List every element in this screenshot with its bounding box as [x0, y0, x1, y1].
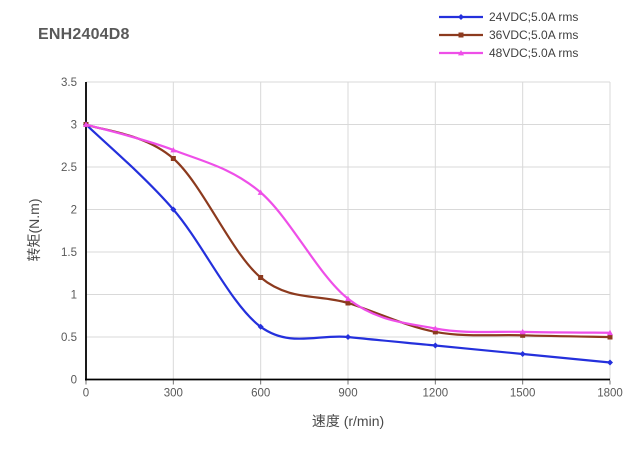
series-marker-2 — [170, 147, 177, 153]
legend-label-24vdc: 24VDC;5.0A rms — [489, 10, 579, 24]
series-marker-0 — [519, 351, 526, 357]
x-tick-label: 300 — [164, 388, 183, 400]
series-marker-2 — [519, 328, 526, 335]
x-tick-label: 0 — [83, 388, 89, 400]
legend-item-36vdc: 36VDC;5.0A rms — [438, 26, 578, 44]
legend-swatch-marker — [458, 32, 464, 38]
series-marker-1 — [258, 275, 264, 280]
y-tick-label: 2 — [71, 205, 77, 217]
legend: 24VDC;5.0A rms 36VDC;5.0A rms 48VDC;5.0A… — [438, 8, 578, 62]
x-tick-label: 1800 — [597, 388, 623, 400]
series-marker-2 — [257, 189, 264, 195]
legend-line-swatch-48vdc — [439, 50, 483, 56]
x-axis-title: 速度 (r/min) — [311, 413, 385, 429]
series-marker-2 — [345, 295, 351, 302]
series-marker-1 — [520, 332, 526, 338]
chart-title: ENH2404D8 — [38, 26, 130, 43]
legend-item-48vdc: 48VDC;5.0A rms — [438, 44, 578, 62]
series-marker-2 — [83, 121, 89, 127]
legend-swatch-marker — [458, 50, 464, 56]
y-tick-label: 2.5 — [61, 162, 77, 174]
series-marker-0 — [170, 206, 177, 213]
series-marker-1 — [170, 156, 176, 161]
legend-line-swatch-36vdc — [439, 32, 483, 38]
legend-swatch-marker — [458, 14, 464, 20]
series-marker-0 — [607, 359, 613, 366]
y-tick-label: 1 — [71, 290, 77, 302]
y-tick-label: 3.5 — [61, 77, 77, 89]
series-marker-0 — [345, 334, 351, 340]
y-tick-label: 1.5 — [61, 247, 77, 259]
series-marker-2 — [607, 329, 613, 336]
series-marker-2 — [432, 325, 439, 331]
legend-item-24vdc: 24VDC;5.0A rms — [438, 8, 578, 26]
series-marker-1 — [607, 334, 613, 340]
x-tick-label: 1200 — [423, 388, 449, 400]
legend-label-36vdc: 36VDC;5.0A rms — [489, 28, 579, 42]
x-tick-label: 900 — [338, 388, 357, 400]
x-tick-label: 1500 — [510, 388, 536, 400]
series-marker-0 — [432, 342, 439, 349]
series-marker-1 — [345, 300, 351, 306]
y-axis-title: 转矩(N.m) — [26, 198, 42, 262]
series-marker-1 — [432, 329, 438, 335]
y-tick-label: 0.5 — [61, 332, 77, 344]
legend-line-swatch-24vdc — [439, 14, 483, 20]
legend-label-48vdc: 48VDC;5.0A rms — [489, 46, 579, 60]
series-marker-0 — [257, 323, 264, 330]
x-tick-label: 600 — [251, 388, 270, 400]
y-tick-label: 3 — [71, 120, 77, 132]
y-tick-label: 0 — [71, 375, 77, 387]
